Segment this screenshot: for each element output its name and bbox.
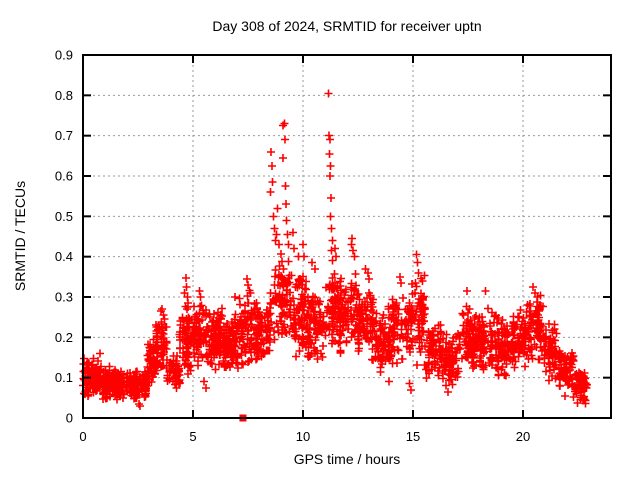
plot-layer: 0 5 10 15 20 0 0.1 0.2 0.3 0.4 0.5 0.6 0.7 0.8 0.9 <box>55 48 612 444</box>
y-tick-label: 0.4 <box>55 249 73 264</box>
data-points-plus-markers <box>79 89 591 410</box>
y-tick-label: 0.3 <box>55 290 73 305</box>
y-tick-label: 0.9 <box>55 48 73 63</box>
chart-title: Day 308 of 2024, SRMTID for receiver upt… <box>212 18 481 34</box>
x-tick-label: 5 <box>189 429 196 444</box>
plot-border <box>82 54 612 419</box>
y-axis-label: SRMTID / TECUs <box>12 181 28 291</box>
x-tick-label: 10 <box>296 429 310 444</box>
x-tick-label: 15 <box>406 429 420 444</box>
y-tick-label: 0.2 <box>55 330 73 345</box>
y-tick-label: 0.7 <box>55 128 73 143</box>
y-tick-label: 0 <box>66 411 73 426</box>
x-axis-label: GPS time / hours <box>294 451 401 467</box>
x-tick-label: 20 <box>516 429 530 444</box>
y-tick-label: 0.8 <box>55 88 73 103</box>
y-tick-label: 0.1 <box>55 370 73 385</box>
y-tick-label: 0.6 <box>55 169 73 184</box>
y-tick-label: 0.5 <box>55 209 73 224</box>
x-tick-label: 0 <box>79 429 86 444</box>
